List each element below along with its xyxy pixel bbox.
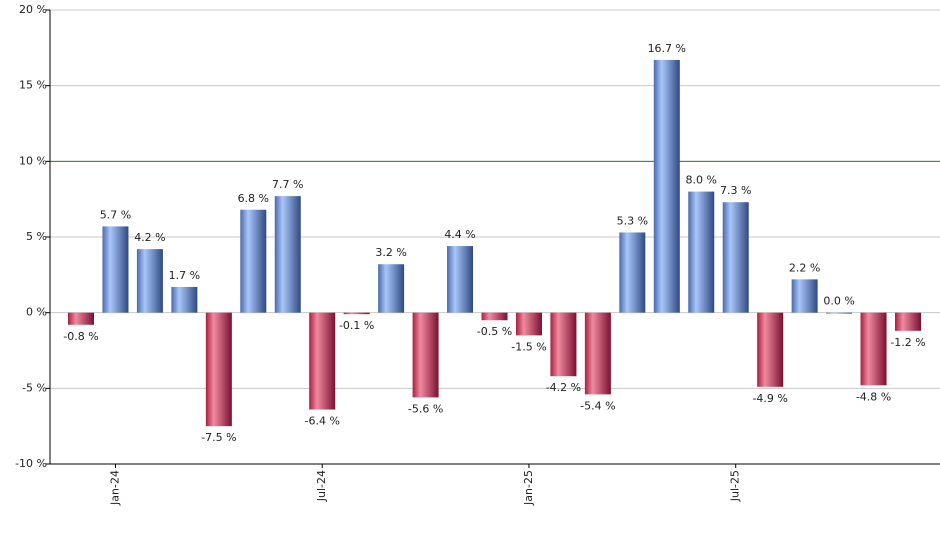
x-tick-label: Jul-25 <box>729 470 742 502</box>
value-label: -0.1 % <box>339 319 374 332</box>
y-tick-label: 0 % <box>26 306 47 319</box>
value-label: -7.5 % <box>201 431 236 444</box>
y-tick-label: 5 % <box>26 230 47 243</box>
bar <box>68 312 94 325</box>
bar <box>722 202 749 313</box>
bar <box>412 312 439 398</box>
bar <box>584 312 611 395</box>
value-label: -4.9 % <box>752 392 787 405</box>
y-tick-label: -5 % <box>22 381 47 394</box>
x-tick-label: Jul-24 <box>315 470 328 502</box>
value-label: -1.5 % <box>511 340 546 353</box>
value-label: 5.3 % <box>617 214 648 227</box>
value-label: 6.8 % <box>238 192 269 205</box>
value-label: 8.0 % <box>686 174 717 187</box>
bar <box>481 312 508 321</box>
value-label: 1.7 % <box>169 269 200 282</box>
bar <box>688 191 715 313</box>
x-tick-label: Jan-24 <box>108 470 121 506</box>
bars <box>68 59 921 427</box>
value-label: 3.2 % <box>375 246 406 259</box>
bar <box>619 232 646 313</box>
value-label: 4.4 % <box>444 228 475 241</box>
bar <box>791 279 818 313</box>
value-label: -1.2 % <box>890 336 925 349</box>
value-label: 16.7 % <box>648 42 686 55</box>
y-tick-label: 10 % <box>19 154 47 167</box>
bar <box>240 209 267 313</box>
value-label: 7.7 % <box>272 178 303 191</box>
value-label: -0.5 % <box>477 325 512 338</box>
grid <box>50 9 940 465</box>
value-label: -6.4 % <box>304 415 339 428</box>
value-label: -4.8 % <box>856 390 891 403</box>
bar <box>343 312 370 315</box>
bar <box>136 249 163 313</box>
value-label: 0.0 % <box>823 295 854 308</box>
bar <box>309 312 336 410</box>
value-label: -5.4 % <box>580 399 615 412</box>
value-label: -0.8 % <box>63 330 98 343</box>
value-label: 4.2 % <box>134 231 165 244</box>
bar <box>653 59 680 313</box>
value-label: 7.3 % <box>720 184 751 197</box>
value-label: 2.2 % <box>789 261 820 274</box>
x-tick-label: Jan-25 <box>522 470 535 506</box>
value-label: -4.2 % <box>546 381 581 394</box>
bar <box>205 312 232 427</box>
y-tick-label: 15 % <box>19 79 47 92</box>
bar <box>274 196 301 313</box>
bar <box>895 312 921 331</box>
bar <box>447 246 474 313</box>
bar <box>826 312 853 314</box>
bar <box>378 264 405 313</box>
bar <box>757 312 784 387</box>
y-tick-label: 20 % <box>19 3 47 16</box>
y-tick-label: -10 % <box>15 457 47 470</box>
bar <box>860 312 887 386</box>
value-label: -5.6 % <box>408 402 443 415</box>
bar <box>102 226 129 313</box>
value-label: 5.7 % <box>100 208 131 221</box>
bar <box>515 312 542 336</box>
bar <box>171 286 198 313</box>
bar <box>550 312 577 377</box>
